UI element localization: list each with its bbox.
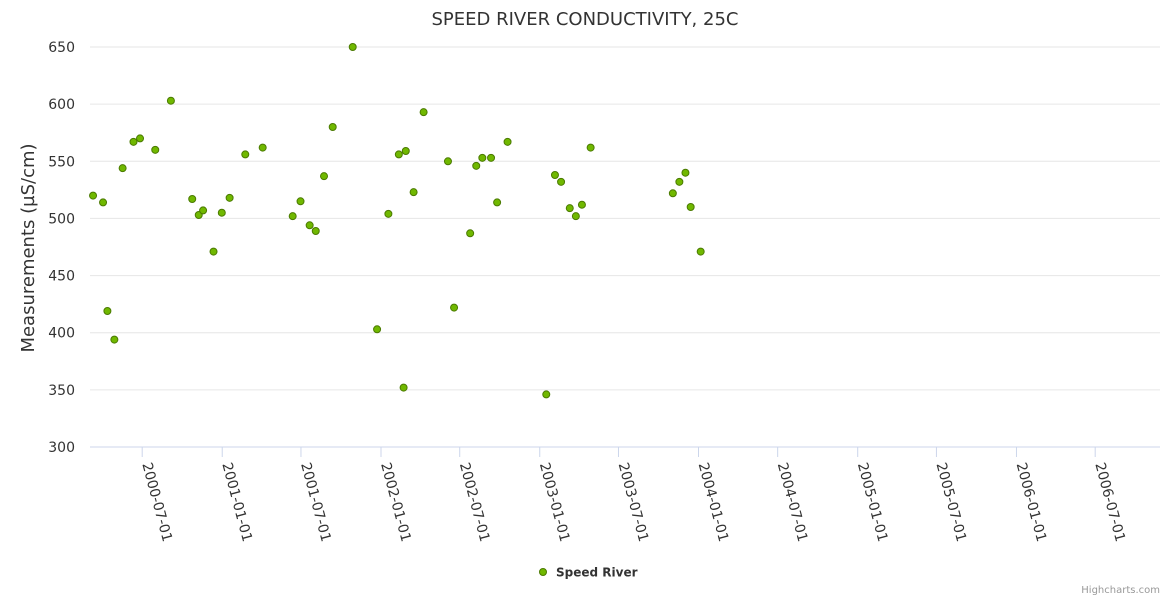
chart-title: SPEED RIVER CONDUCTIVITY, 25C [432,9,739,30]
data-point [258,143,267,152]
data-point [542,390,551,399]
data-point [478,153,487,162]
x-tick-label: 2001-01-01 [218,461,255,544]
data-point [550,171,559,179]
data-point [373,325,382,334]
y-tick-label: 550 [48,154,75,170]
data-point [394,150,403,159]
data-point [487,153,496,162]
data-point [103,307,112,315]
y-axis-title: Measurements (µS/cm) [18,143,39,352]
data-point [571,212,580,221]
y-axis: 300 350 400 450 500 550 600 650 [48,40,75,456]
data-point [288,212,297,221]
data-point [305,221,314,230]
data-point [493,198,502,207]
data-point [129,137,138,146]
x-tick-label: 2004-01-01 [695,461,732,544]
data-point [503,137,512,146]
y-tick-label: 350 [48,383,75,399]
legend[interactable]: Speed River [539,566,638,580]
x-tick-label: 2006-01-01 [1013,461,1050,544]
data-point [217,208,226,217]
x-tick-label: 2003-01-01 [536,461,573,544]
data-point [209,247,218,256]
data-point [89,191,98,200]
x-axis: 2000-07-01 2001-01-01 2001-07-01 2002-01-01… [138,447,1128,544]
data-point [577,200,586,209]
data-point [320,172,329,181]
data-point [348,43,357,51]
data-point [675,177,684,186]
data-point [696,247,705,256]
data-point [328,123,337,131]
data-point [443,157,452,166]
x-tick-label: 2002-07-01 [456,461,493,544]
x-tick-label: 2004-07-01 [774,461,811,544]
data-point [686,203,695,211]
data-point [296,197,305,206]
data-point [311,227,320,235]
data-point [399,383,408,392]
x-tick-label: 2001-07-01 [297,461,334,544]
x-tick-label: 2000-07-01 [138,461,175,544]
gridlines [90,46,1160,448]
data-point [110,335,119,344]
data-point [99,198,108,207]
data-point [419,108,428,117]
data-point [241,150,250,159]
y-tick-label: 600 [48,97,75,113]
x-tick-label: 2005-07-01 [933,461,970,544]
legend-label-speed-river: Speed River [556,566,638,580]
data-point [565,204,574,213]
data-point [466,229,475,238]
data-point [166,96,175,105]
data-point [118,164,127,173]
data-point [199,206,208,215]
data-point [384,209,393,218]
data-point [681,168,690,177]
data-point [136,134,145,143]
data-point [668,189,677,198]
highcharts-credit[interactable]: Highcharts.com [1081,585,1160,596]
data-points [89,43,705,399]
data-point [450,303,459,312]
legend-marker-icon [539,568,547,576]
y-tick-label: 450 [48,269,75,285]
x-tick-label: 2006-07-01 [1091,461,1128,544]
data-point [586,143,595,152]
y-tick-label: 300 [48,440,75,456]
data-point [401,147,410,155]
x-tick-label: 2003-07-01 [615,461,652,544]
data-point [472,161,481,170]
y-tick-label: 500 [48,211,75,227]
x-tick-label: 2005-01-01 [854,461,891,544]
data-point [409,188,418,197]
data-point [557,177,566,186]
y-tick-label: 400 [48,326,75,342]
y-tick-label: 650 [48,40,75,56]
data-point [151,145,160,154]
data-point [188,195,197,203]
data-point [225,193,234,202]
x-tick-label: 2002-01-01 [377,461,414,544]
